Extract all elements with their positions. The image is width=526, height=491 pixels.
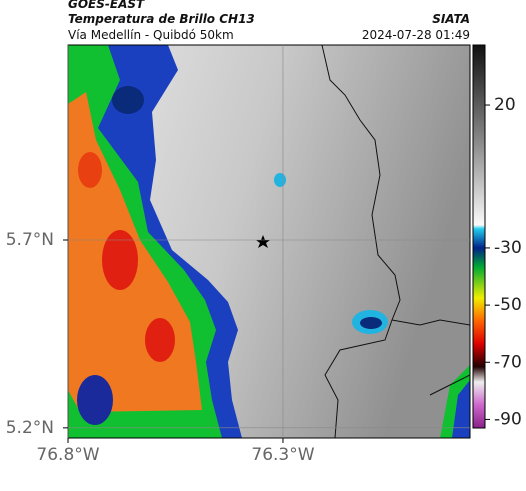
x-tick-label: 76.3°W <box>251 445 314 465</box>
subtitle: Temperatura de Brillo CH13 <box>68 12 255 26</box>
x-tick-label: 76.8°W <box>36 445 99 465</box>
colorbar-label: -50 <box>494 295 522 315</box>
colorbar <box>472 44 486 429</box>
imagery <box>68 45 470 438</box>
region: Vía Medellín - Quibdó 50km <box>68 28 234 42</box>
colorbar-label: 20 <box>494 95 516 115</box>
source: SIATA <box>432 12 470 26</box>
colorbar-label: -90 <box>494 409 522 429</box>
y-tick-label: 5.7°N <box>6 230 54 250</box>
colorbar-label: -70 <box>494 352 522 372</box>
datetime: 2024-07-28 01:49 <box>362 28 470 42</box>
y-tick-label: 5.2°N <box>6 418 54 438</box>
colorbar-label: -30 <box>494 238 522 258</box>
title: GOES-EAST <box>68 0 145 11</box>
